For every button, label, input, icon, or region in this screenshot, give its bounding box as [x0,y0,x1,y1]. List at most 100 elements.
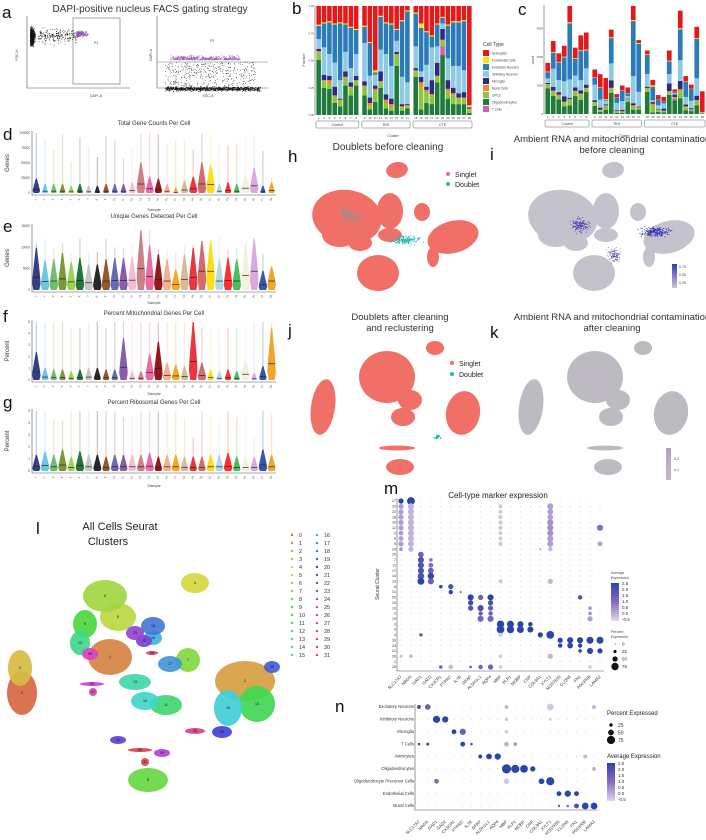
expression-dot[interactable] [506,620,514,628]
expression-dot[interactable] [408,546,414,552]
expression-dot[interactable] [407,497,415,505]
expression-dot[interactable] [547,653,553,659]
gate-p1[interactable] [72,17,121,85]
expression-dot[interactable] [427,572,435,580]
expression-dot[interactable] [477,594,484,601]
expression-dot[interactable] [448,589,453,595]
expression-dot[interactable] [581,802,589,810]
expression-dot[interactable] [478,611,483,616]
expression-dot[interactable] [547,508,554,515]
expression-dot[interactable] [427,578,434,585]
expression-dot[interactable] [516,626,524,634]
expression-dot[interactable] [498,579,503,584]
expression-dot[interactable] [586,647,594,654]
expression-dot[interactable] [596,636,604,644]
expression-dot[interactable] [520,765,528,773]
expression-dot[interactable] [417,742,421,746]
expression-dot[interactable] [496,620,505,628]
expression-dot[interactable] [557,637,563,643]
expression-dot[interactable] [417,567,424,574]
expression-dot[interactable] [511,764,520,773]
expression-dot[interactable] [398,509,404,515]
expression-dot[interactable] [557,804,561,808]
expression-dot[interactable] [398,536,404,541]
expression-dot[interactable] [477,605,484,612]
expression-dot[interactable] [478,754,483,759]
expression-dot[interactable] [547,530,554,537]
expression-dot[interactable] [487,615,494,622]
expression-dot[interactable] [478,664,483,670]
expression-dot[interactable] [546,630,555,639]
expression-dot[interactable] [468,605,474,611]
expression-dot[interactable] [439,665,443,669]
expression-dot[interactable] [567,637,574,644]
expression-dot[interactable] [417,577,425,585]
expression-dot[interactable] [592,766,596,771]
expression-dot[interactable] [407,524,415,531]
expression-dot[interactable] [407,503,415,510]
expression-dot[interactable] [442,716,449,723]
expression-dot[interactable] [434,778,439,784]
expression-dot[interactable] [417,562,424,569]
expression-dot[interactable] [498,509,503,514]
expression-dot[interactable] [578,649,582,653]
expression-dot[interactable] [417,556,424,563]
expression-dot[interactable] [498,632,503,638]
expression-dot[interactable] [564,790,571,797]
expression-dot[interactable] [439,584,443,589]
expression-dot[interactable] [539,548,542,551]
expression-dot[interactable] [417,572,425,580]
expression-dot[interactable] [592,705,596,709]
expression-dot[interactable] [407,535,415,542]
expression-dot[interactable] [487,594,494,601]
expression-dot[interactable] [468,600,474,606]
expression-dot[interactable] [467,594,474,601]
expression-dot[interactable] [409,654,413,659]
expression-dot[interactable] [546,703,554,711]
expression-dot[interactable] [486,753,492,760]
expression-dot[interactable] [398,519,404,526]
expression-dot[interactable] [546,777,555,786]
expression-dot[interactable] [428,567,434,574]
expression-dot[interactable] [496,625,505,634]
expression-dot[interactable] [587,616,593,622]
expression-dot[interactable] [470,742,473,746]
expression-dot[interactable] [487,664,494,670]
expression-dot[interactable] [398,541,404,547]
expression-dot[interactable] [517,621,524,628]
expression-dot[interactable] [590,802,598,810]
expression-dot[interactable] [574,803,579,809]
expression-dot[interactable] [498,504,503,509]
expression-dot[interactable] [498,541,503,547]
expression-dot[interactable] [537,632,543,638]
expression-dot[interactable] [586,636,594,644]
expression-dot[interactable] [398,530,404,536]
expression-dot[interactable] [504,705,509,709]
expression-dot[interactable] [494,753,501,760]
expression-dot[interactable] [498,531,503,536]
expression-dot[interactable] [398,514,404,520]
expression-dot[interactable] [504,717,509,722]
expression-dot[interactable] [398,498,404,504]
expression-dot[interactable] [583,754,588,759]
expression-dot[interactable] [487,605,494,611]
expression-dot[interactable] [528,621,533,627]
expression-dot[interactable] [548,717,552,721]
expression-dot[interactable] [588,665,592,669]
expression-dot[interactable] [577,637,584,644]
expression-dot[interactable] [429,558,433,562]
expression-dot[interactable] [407,530,415,537]
expression-dot[interactable] [407,519,415,526]
expression-dot[interactable] [547,578,553,584]
expression-dot[interactable] [597,648,603,654]
expression-dot[interactable] [498,654,503,659]
expression-dot[interactable] [577,643,583,648]
expression-dot[interactable] [426,742,430,746]
expression-dot[interactable] [498,525,503,530]
expression-dot[interactable] [460,741,466,747]
expression-dot[interactable] [556,791,562,797]
expression-dot[interactable] [469,665,473,669]
expression-dot[interactable] [538,778,545,785]
expression-dot[interactable] [417,705,421,709]
expression-dot[interactable] [566,804,569,808]
